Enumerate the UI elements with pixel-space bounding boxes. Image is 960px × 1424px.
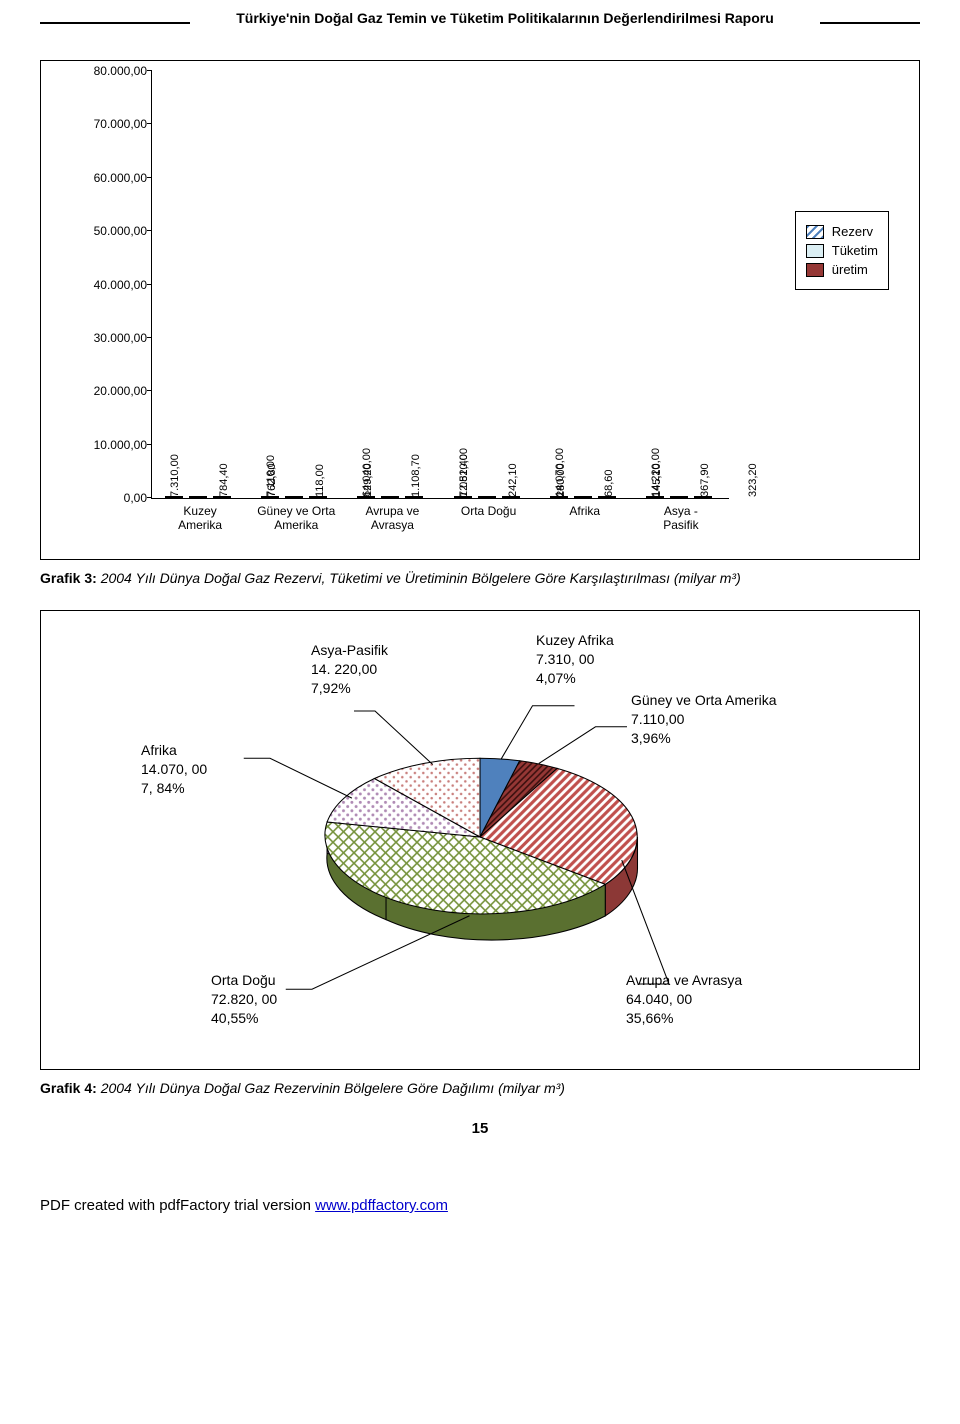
bar-tuketim: 367,90 [670,496,688,498]
y-tick-label: 0,00 [52,491,147,505]
callout-label: Kuzey Afrika [536,632,614,648]
legend-swatch-rezerv [806,225,824,239]
y-tick-mark [147,390,152,391]
x-category-label: Asya -Pasifik [636,504,726,533]
pie-chart-caption: Grafik 4: 2004 Yılı Dünya Doğal Gaz Reze… [40,1080,920,1096]
bar-uretim: 1.051,40 [405,496,423,498]
bar-chart-caption: Grafik 3: 2004 Yılı Dünya Doğal Gaz Reze… [40,570,920,586]
y-tick-mark [147,284,152,285]
callout-value: 7.310, 00 [536,650,614,669]
y-tick-mark [147,337,152,338]
y-tick-label: 80.000,00 [52,64,147,78]
bar-uretim: 145,10 [598,496,616,498]
pdf-footer-link[interactable]: www.pdffactory.com [315,1197,448,1214]
callout-value: 14.070, 00 [141,760,207,779]
y-tick-label: 70.000,00 [52,117,147,131]
bar-rezerv: 72.820,00 [454,496,472,498]
bar-rezerv: 64.040,00 [357,496,375,498]
bar-value-label: 7.310,00 [169,454,181,497]
legend-swatch-tuketim [806,244,824,258]
y-tick-label: 10.000,00 [52,438,147,452]
page: Türkiye'nin Doğal Gaz Temin ve Tüketim P… [0,0,960,1244]
bar-value-label: 14.070,00 [554,448,566,497]
bar-value-label: 784,40 [218,463,230,497]
document-title: Türkiye'nin Doğal Gaz Temin ve Tüketim P… [190,10,820,26]
legend-label-tuketim: Tüketim [832,243,878,258]
legend-label-rezerv: Rezerv [832,224,873,239]
bar-value-label: 64.040,00 [361,448,373,497]
pdf-footer: PDF created with pdfFactory trial versio… [40,1197,920,1214]
bar-uretim: 129,20 [309,496,327,498]
bar-value-label: 367,90 [699,463,711,497]
bar-plot: 0,0010.000,0020.000,0030.000,0040.000,00… [151,71,729,499]
header-rule-right [820,22,920,24]
callout-afrika: Afrika 14.070, 00 7, 84% [141,741,207,798]
bar-chart-box: 0,00 10.000,00 20.000,00 30.000,00 40.000,00… [40,60,920,560]
bar-tuketim: 1.108,70 [381,496,399,498]
callout-asya-pasifik: Asya-Pasifik 14. 220,00 7,92% [311,641,388,698]
caption-bold: Grafik 3: [40,570,97,586]
legend-row-tuketim: Tüketim [806,243,878,258]
bar-uretim: 323,20 [694,496,712,498]
y-tick-label: 60.000,00 [52,171,147,185]
bar-tuketim: 68,60 [574,496,592,498]
caption-rest: 2004 Yılı Dünya Doğal Gaz Rezervinin Böl… [97,1080,565,1096]
y-tick-mark [147,70,152,71]
callout-kuzey-amerika: Kuzey Afrika 7.310, 00 4,07% [536,631,614,688]
x-category-label: Güney ve OrtaAmerika [251,504,341,533]
bar-value-label: 72.820,00 [458,448,470,497]
callout-label: Afrika [141,742,177,758]
bar-tuketim: 784,40 [189,496,207,498]
bar-value-label: 323,20 [747,463,759,497]
bar-uretim: 280,00 [502,496,520,498]
bar-rezerv: 14.220,00 [646,496,664,498]
x-category-label: Afrika [540,504,630,518]
callout-pct: 7, 84% [141,779,207,798]
y-tick-label: 50.000,00 [52,224,147,238]
bar-value-label: 1.108,70 [410,454,422,497]
y-tick-mark [147,123,152,124]
pdf-footer-text: PDF created with pdfFactory trial versio… [40,1197,315,1214]
caption-rest: 2004 Yılı Dünya Doğal Gaz Rezervi, Tüket… [97,570,741,586]
bar-value-label: 7.110,00 [265,455,277,497]
callout-value: 14. 220,00 [311,660,388,679]
pie-chart-box: Asya-Pasifik 14. 220,00 7,92% Kuzey Afri… [40,610,920,1070]
y-tick-label: 40.000,00 [52,278,147,292]
legend-row-uretim: üretim [806,262,878,277]
caption-bold: Grafik 4: [40,1080,97,1096]
bar-value-label: 118,00 [314,464,326,497]
bar-value-label: 14.220,00 [650,448,662,497]
x-category-label: Avrupa veAvrasya [347,504,437,533]
bar-rezerv: 7.110,00 [261,496,279,498]
legend-swatch-uretim [806,263,824,277]
y-tick-label: 30.000,00 [52,331,147,345]
x-category-label: Orta Doğu [444,504,534,518]
legend-row-rezerv: Rezerv [806,224,878,239]
bar-rezerv: 7.310,00 [165,496,183,498]
callout-label: Asya-Pasifik [311,642,388,658]
header-rule-left [40,22,190,24]
bar-tuketim: 118,00 [285,496,303,498]
legend-box: Rezerv Tüketim üretim [795,211,889,290]
x-category-label: KuzeyAmerika [155,504,245,533]
pie-svg [228,696,732,1022]
y-tick-mark [147,497,152,498]
bar-uretim: 762,80 [213,496,231,498]
y-tick-mark [147,177,152,178]
legend-label-uretim: üretim [832,262,868,277]
y-tick-mark [147,230,152,231]
y-tick-label: 20.000,00 [52,384,147,398]
bar-plot-area: 0,0010.000,0020.000,0030.000,0040.000,00… [151,71,729,499]
bar-rezerv: 14.070,00 [550,496,568,498]
page-number: 15 [40,1120,920,1137]
bar-tuketim: 242,10 [478,496,496,498]
y-tick-mark [147,444,152,445]
callout-pct: 4,07% [536,669,614,688]
bar-value-label: 68,60 [603,469,615,497]
bar-value-label: 242,10 [507,463,519,497]
document-header: Türkiye'nin Doğal Gaz Temin ve Tüketim P… [40,10,920,40]
